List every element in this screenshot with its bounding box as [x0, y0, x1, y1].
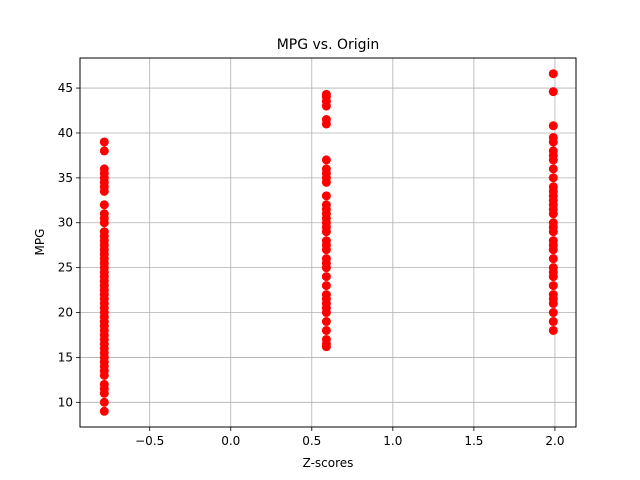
x-tick-label: 0.5: [302, 434, 321, 448]
data-point: [548, 182, 558, 192]
data-point: [548, 325, 558, 335]
data-point: [321, 254, 331, 264]
y-tick-label: 10: [58, 395, 73, 409]
data-point: [321, 281, 331, 291]
data-point: [99, 200, 109, 210]
y-tick-label: 20: [58, 306, 73, 320]
data-point: [548, 164, 558, 174]
data-point: [548, 317, 558, 327]
data-point: [99, 209, 109, 219]
data-point: [548, 308, 558, 318]
data-point: [548, 146, 558, 156]
data-point: [548, 218, 558, 228]
data-point: [321, 89, 331, 99]
data-point: [321, 325, 331, 335]
x-axis-label: Z-scores: [303, 456, 354, 470]
y-tick-label: 30: [58, 216, 73, 230]
y-tick-label: 25: [58, 261, 73, 275]
data-point: [321, 272, 331, 282]
data-point: [99, 379, 109, 389]
data-point: [99, 227, 109, 237]
x-tick-label: 2.0: [545, 434, 564, 448]
data-points: [99, 69, 558, 416]
data-point: [321, 200, 331, 210]
data-point: [548, 254, 558, 264]
x-axis-ticks: −0.5 0.0 0.5 1.0 1.5 2.0: [135, 427, 564, 448]
data-point: [548, 236, 558, 246]
data-point: [548, 290, 558, 300]
data-point: [321, 115, 331, 124]
data-point: [548, 132, 558, 142]
chart-title: MPG vs. Origin: [277, 37, 380, 53]
data-point: [321, 236, 331, 246]
x-tick-label: −0.5: [135, 434, 164, 448]
y-tick-label: 35: [58, 171, 73, 185]
y-tick-label: 15: [58, 350, 73, 364]
x-tick-label: 1.0: [383, 434, 402, 448]
data-point: [99, 397, 109, 407]
data-point: [548, 87, 558, 97]
y-axis-ticks: 10 15 20 25 30 35 40 45: [58, 81, 80, 409]
data-point: [321, 317, 331, 327]
data-point: [548, 263, 558, 273]
data-point: [321, 155, 331, 165]
data-point: [548, 281, 558, 291]
data-point: [321, 191, 331, 201]
y-axis-label: MPG: [33, 229, 47, 256]
data-point: [99, 406, 109, 416]
x-tick-label: 0.0: [221, 434, 240, 448]
x-tick-label: 1.5: [464, 434, 483, 448]
data-point: [548, 121, 558, 131]
plot-frame: [79, 57, 577, 428]
y-tick-label: 40: [58, 126, 73, 140]
data-point: [99, 137, 109, 147]
data-point: [548, 69, 558, 79]
data-point: [548, 173, 558, 183]
data-point: [321, 164, 331, 174]
data-point: [321, 334, 331, 344]
data-point: [321, 290, 331, 300]
data-point: [99, 146, 109, 156]
data-point: [99, 164, 109, 174]
y-tick-label: 45: [58, 81, 73, 95]
